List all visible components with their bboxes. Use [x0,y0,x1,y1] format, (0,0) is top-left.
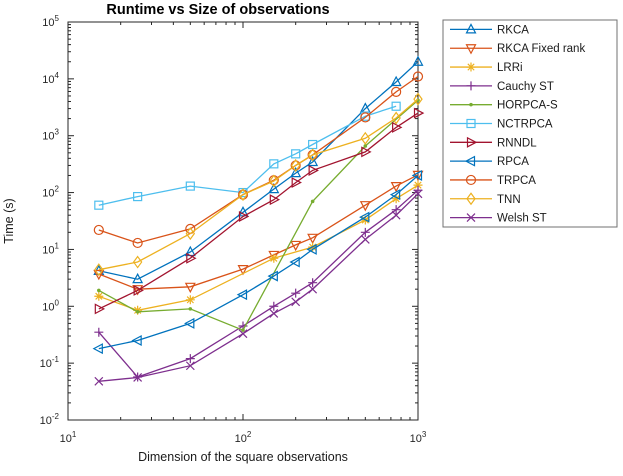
y-tick-label: 102 [42,185,59,200]
y-axis-label: Time (s) [2,198,16,243]
plot-series [92,55,425,386]
legend-item: RKCA [450,23,529,36]
legend-item-label: NCTRPCA [497,119,553,131]
x-tick-label: 101 [60,430,77,445]
y-tick-label: 10-1 [40,355,60,370]
y-tick-label: 101 [42,241,59,256]
chart-title: Runtime vs Size of observations [106,2,329,18]
legend-item: TNN [450,192,521,206]
y-tick-label: 100 [42,298,59,313]
legend-item: RPCA [450,155,529,168]
y-tick-label: 105 [42,14,59,29]
legend-item: RNNDL [450,136,537,149]
legend-item-label: Cauchy ST [497,81,554,93]
legend-item-label: TNN [497,194,521,206]
legend-item: TRPCA [450,174,536,187]
legend-item: LRRi [450,62,523,74]
tick-marks [67,21,419,421]
legend-item: RKCA Fixed rank [450,43,585,55]
series-tnn [94,92,423,277]
legend-item-label: RKCA [497,24,529,36]
legend-item: Cauchy ST [450,81,554,93]
series-rnndl [94,107,425,315]
series-horpca-s [97,98,420,332]
legend-item: Welsh ST [450,213,547,225]
legend-item-label: RNNDL [497,137,537,149]
legend-item-label: Welsh ST [497,213,547,225]
series-rpca [92,169,423,355]
y-tick-label: 104 [42,71,59,86]
y-tick-label: 103 [42,128,59,143]
legend-item-label: RPCA [497,156,529,168]
x-tick-label: 102 [235,430,252,445]
x-tick-label: 103 [410,430,427,445]
legend-item-label: TRPCA [497,175,536,187]
series-welsh-st [94,189,423,386]
legend-item: HORPCA-S [450,100,558,112]
legend: RKCA RKCA Fixed rank LRRi Cauchy ST HORPCA-S… [442,19,618,228]
legend-item-label: RKCA Fixed rank [497,43,585,55]
x-axis-label: Dimension of the square observations [138,450,348,464]
legend-item-label: HORPCA-S [497,100,558,112]
legend-item-label: LRRi [497,62,523,74]
legend-item: NCTRPCA [450,119,553,131]
y-tick-label: 10-2 [40,412,60,427]
series-rkca [93,55,424,284]
series-trpca [93,71,424,249]
